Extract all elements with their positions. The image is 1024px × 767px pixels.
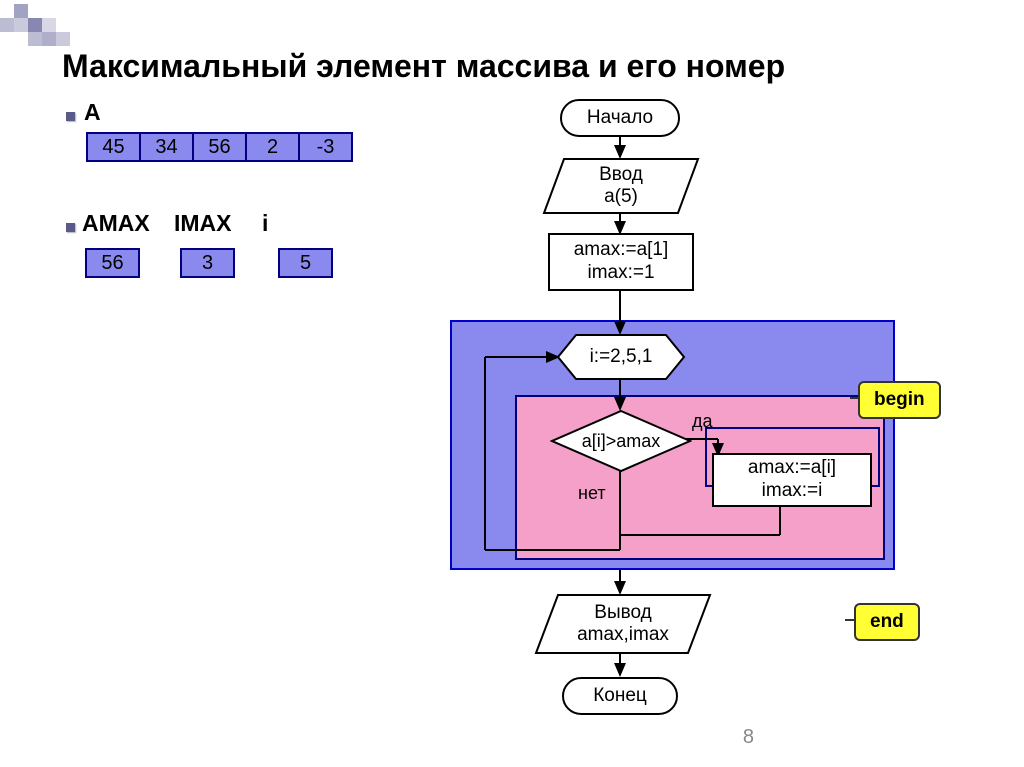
bullet-icon xyxy=(66,223,75,232)
corner-decoration xyxy=(0,0,70,50)
flow-loop: i:=2,5,1 xyxy=(556,333,686,381)
page-number: 8 xyxy=(743,726,754,749)
flow-end-text: Конец xyxy=(593,685,647,708)
flowchart: Начало Ввод а(5) amax:=a[1] imax:=1 i:=2… xyxy=(450,95,990,735)
imax-label: IMAX xyxy=(174,210,232,237)
imax-value: 3 xyxy=(180,248,235,278)
array-label: A xyxy=(84,99,101,126)
flow-decision: a[i]>amax xyxy=(550,409,692,473)
flow-init: amax:=a[1] imax:=1 xyxy=(548,233,694,291)
array-cell: 34 xyxy=(139,132,194,162)
i-label: i xyxy=(262,210,268,237)
flow-start-text: Начало xyxy=(587,107,653,130)
no-label: нет xyxy=(578,483,606,504)
amax-label: AMAX xyxy=(82,210,150,237)
flow-output: Вывод amax,imax xyxy=(534,593,712,655)
callout-begin: begin xyxy=(858,381,941,419)
array-cell: -3 xyxy=(298,132,353,162)
bullet-icon xyxy=(66,112,75,121)
array-cell: 56 xyxy=(192,132,247,162)
flow-assign: amax:=a[i] imax:=i xyxy=(712,453,872,507)
array-cell: 2 xyxy=(245,132,300,162)
amax-value: 56 xyxy=(85,248,140,278)
page-title: Максимальный элемент массива и его номер xyxy=(62,48,785,85)
flow-end: Конец xyxy=(562,677,678,715)
callout-end: end xyxy=(854,603,920,641)
i-value: 5 xyxy=(278,248,333,278)
flow-input: Ввод а(5) xyxy=(542,157,700,215)
yes-label: да xyxy=(692,411,713,432)
flow-start: Начало xyxy=(560,99,680,137)
array-row: 45 34 56 2 -3 xyxy=(86,132,353,162)
array-cell: 45 xyxy=(86,132,141,162)
